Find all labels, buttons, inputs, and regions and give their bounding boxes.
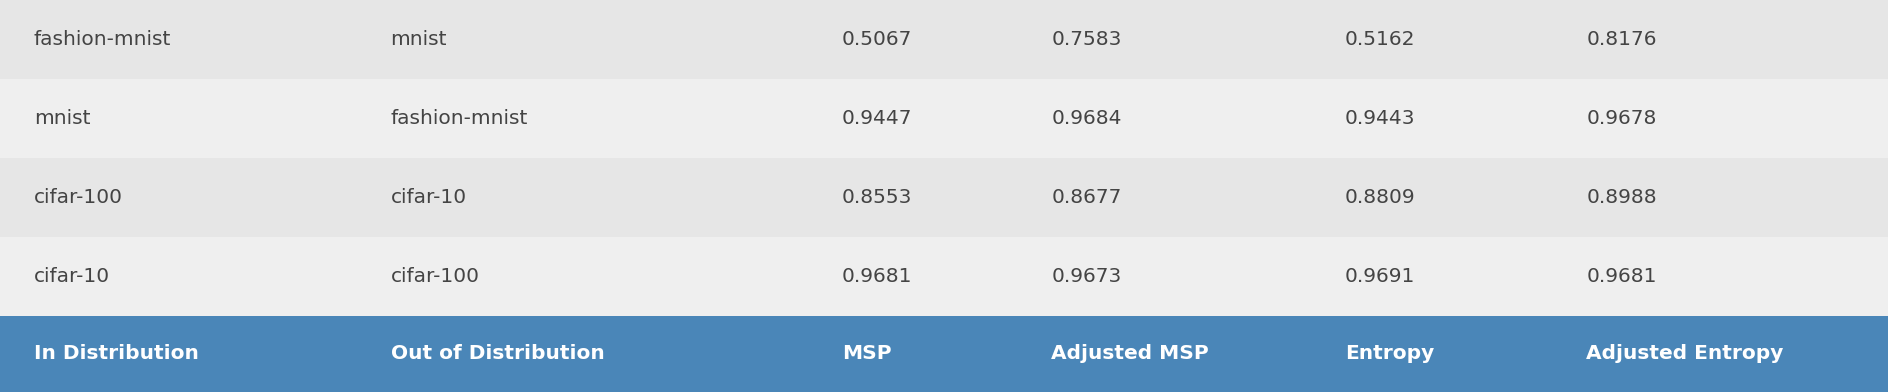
Bar — [1018, 79, 1310, 158]
Text: 0.8176: 0.8176 — [1586, 30, 1658, 49]
Bar — [1552, 237, 1888, 316]
Bar — [1552, 158, 1888, 237]
Bar — [1310, 0, 1552, 79]
Bar — [357, 79, 808, 158]
Bar — [808, 316, 1018, 392]
Text: Adjusted Entropy: Adjusted Entropy — [1586, 344, 1784, 363]
Text: 0.9673: 0.9673 — [1052, 267, 1121, 286]
Bar — [1018, 316, 1310, 392]
Text: fashion-mnist: fashion-mnist — [34, 30, 172, 49]
Bar — [808, 158, 1018, 237]
Bar — [357, 316, 808, 392]
Bar — [808, 237, 1018, 316]
Bar — [1310, 79, 1552, 158]
Text: cifar-100: cifar-100 — [34, 188, 123, 207]
Text: cifar-100: cifar-100 — [391, 267, 480, 286]
Text: mnist: mnist — [391, 30, 447, 49]
Text: 0.7583: 0.7583 — [1052, 30, 1121, 49]
Text: 0.5162: 0.5162 — [1344, 30, 1416, 49]
Bar — [0, 316, 357, 392]
Text: Entropy: Entropy — [1344, 344, 1435, 363]
Text: 0.9691: 0.9691 — [1344, 267, 1416, 286]
Text: 0.9684: 0.9684 — [1052, 109, 1121, 128]
Text: cifar-10: cifar-10 — [391, 188, 466, 207]
Text: 0.9447: 0.9447 — [842, 109, 912, 128]
Text: 0.5067: 0.5067 — [842, 30, 912, 49]
Bar — [808, 79, 1018, 158]
Text: 0.9681: 0.9681 — [842, 267, 912, 286]
Bar — [357, 237, 808, 316]
Bar — [1018, 237, 1310, 316]
Bar — [0, 158, 357, 237]
Bar — [0, 0, 357, 79]
Bar — [357, 158, 808, 237]
Text: 0.9681: 0.9681 — [1586, 267, 1658, 286]
Text: In Distribution: In Distribution — [34, 344, 198, 363]
Bar — [1310, 158, 1552, 237]
Bar — [1552, 316, 1888, 392]
Bar — [357, 0, 808, 79]
Text: 0.9678: 0.9678 — [1586, 109, 1656, 128]
Bar — [1018, 158, 1310, 237]
Bar — [1018, 0, 1310, 79]
Bar — [1310, 237, 1552, 316]
Text: 0.8809: 0.8809 — [1344, 188, 1416, 207]
Text: cifar-10: cifar-10 — [34, 267, 110, 286]
Bar — [0, 237, 357, 316]
Text: 0.8677: 0.8677 — [1052, 188, 1121, 207]
Text: 0.8988: 0.8988 — [1586, 188, 1658, 207]
Text: mnist: mnist — [34, 109, 91, 128]
Text: fashion-mnist: fashion-mnist — [391, 109, 529, 128]
Bar — [1310, 316, 1552, 392]
Text: 0.8553: 0.8553 — [842, 188, 912, 207]
Text: Out of Distribution: Out of Distribution — [391, 344, 604, 363]
Text: 0.9443: 0.9443 — [1344, 109, 1416, 128]
Bar — [808, 0, 1018, 79]
Bar — [1552, 0, 1888, 79]
Text: MSP: MSP — [842, 344, 891, 363]
Text: Adjusted MSP: Adjusted MSP — [1052, 344, 1208, 363]
Bar — [0, 79, 357, 158]
Bar — [1552, 79, 1888, 158]
